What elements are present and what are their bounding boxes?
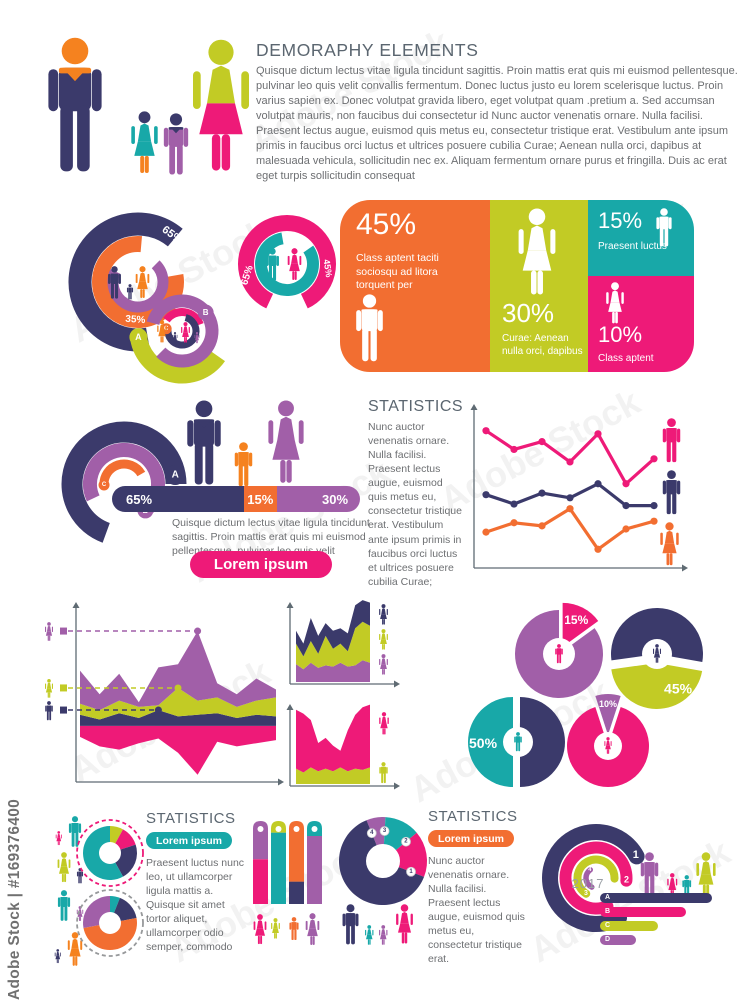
percentage-block: 45% Class aptent taciti sociosqu ad lito… <box>340 200 694 372</box>
pie-chart-45pct: 45% <box>611 608 703 709</box>
intro-paragraph: Quisque dictum lectus vitae ligula tinci… <box>256 65 738 182</box>
hero-family-icon <box>48 37 249 175</box>
gauge-bar-B: B <box>600 907 686 917</box>
statistics-line-chart <box>470 404 688 572</box>
stock-watermark-label: Adobe Stock | #169376400 <box>6 798 23 1000</box>
lorem-ipsum-button-orange[interactable]: Lorem ipsum <box>428 830 514 847</box>
gauge-family-icons <box>640 852 716 898</box>
year-2017-gauge-chart: 1 2 3 4 2017 <box>542 824 645 932</box>
gauge-bar-A: A <box>600 893 712 903</box>
svg-text:45%: 45% <box>664 680 693 696</box>
family-icons-mid <box>187 400 304 487</box>
svg-text:10%: 10% <box>599 699 617 709</box>
statistics-paragraph-left: Praesent luctus nunc leo, ut ullamcorper… <box>146 857 245 954</box>
lorem-ipsum-button-teal[interactable]: Lorem ipsum <box>146 832 232 849</box>
statistics-heading-mid: STATISTICS <box>368 398 464 415</box>
svg-text:4: 4 <box>588 867 592 873</box>
gauge-bar-C: C <box>600 921 658 931</box>
block-15-section: 15% Praesent luctus <box>588 200 694 276</box>
area-chart-small-bottom <box>286 704 400 790</box>
svg-text:A: A <box>172 469 179 480</box>
people-icons-column <box>54 816 84 966</box>
svg-text:15%: 15% <box>564 613 588 627</box>
pct-45-desc: Class aptent taciti sociosqu ad litora t… <box>356 252 439 292</box>
mini-donut-chart-1 <box>76 819 144 887</box>
stacked-area-chart-small-top <box>286 600 400 688</box>
woman-icon <box>518 208 556 295</box>
man-icon <box>656 208 672 247</box>
svg-text:35%: 35% <box>125 314 146 326</box>
stacked-area-chart-large <box>45 602 284 786</box>
svg-text:45%: 45% <box>322 259 334 278</box>
statistics-paragraph-mid: Nunc auctor venenatis ornare. Nulla faci… <box>368 421 462 588</box>
segment-30%: 30% <box>276 486 360 512</box>
svg-text:4: 4 <box>370 830 374 836</box>
page-title: DEMORAPHY ELEMENTS <box>256 40 479 60</box>
man-icon <box>356 294 383 362</box>
pct-30-label: 30% <box>502 298 555 328</box>
pct-10-label: 10% <box>598 322 643 347</box>
block-45-section: 45% Class aptent taciti sociosqu ad lito… <box>340 200 490 372</box>
pie-chart-10pct: 10% <box>567 694 649 787</box>
pie-chart-15pct: 15% <box>515 602 603 698</box>
statistics-heading-mid2: STATISTICS <box>428 808 518 825</box>
segment-65%: 65% <box>112 486 244 512</box>
svg-text:2: 2 <box>624 875 629 885</box>
svg-text:1: 1 <box>409 869 413 875</box>
pie-chart-50pct: 50% <box>468 697 565 787</box>
vertical-bar-chart <box>253 821 322 945</box>
numbered-donut-chart: 4 3 2 1 <box>339 817 427 945</box>
block-30-section: 30% Curae: Aenean nulla orci, dapibus <box>490 200 588 372</box>
statistics-heading-left: STATISTICS <box>146 810 236 827</box>
woman-icon <box>606 282 624 324</box>
statistics-paragraph-mid2: Nunc auctor venenatis ornare. Nulla faci… <box>428 855 525 966</box>
lorem-ipsum-button-pink[interactable]: Lorem ipsum <box>190 551 332 578</box>
svg-text:65%: 65% <box>160 224 185 247</box>
segment-15%: 15% <box>243 486 277 512</box>
svg-text:A: A <box>135 332 142 342</box>
svg-text:C: C <box>102 482 107 488</box>
pct-15-label: 15% <box>598 208 643 233</box>
pct-15-desc: Praesent luctus <box>598 241 667 252</box>
radial-donut-cluster-chart: 65%35%25%65%45%ABC <box>68 212 336 384</box>
block-10-section: 10% Class aptent <box>588 276 694 372</box>
svg-text:25%: 25% <box>123 251 141 264</box>
svg-text:3: 3 <box>383 828 387 834</box>
svg-text:50%: 50% <box>469 735 498 751</box>
pct-45-label: 45% <box>356 208 417 241</box>
gauge-bar-D: D <box>600 935 636 945</box>
svg-text:B: B <box>203 308 209 317</box>
svg-text:1: 1 <box>633 849 639 861</box>
svg-text:2017: 2017 <box>572 876 605 891</box>
pct-30-desc: Curae: Aenean nulla orci, dapibus <box>502 333 583 357</box>
svg-text:3: 3 <box>584 890 588 897</box>
svg-text:2: 2 <box>404 839 408 845</box>
pct-10-desc: Class aptent <box>598 353 654 364</box>
segmented-percent-bar: 65% 15% 30% <box>112 486 360 512</box>
mini-donut-chart-2 <box>76 889 144 957</box>
